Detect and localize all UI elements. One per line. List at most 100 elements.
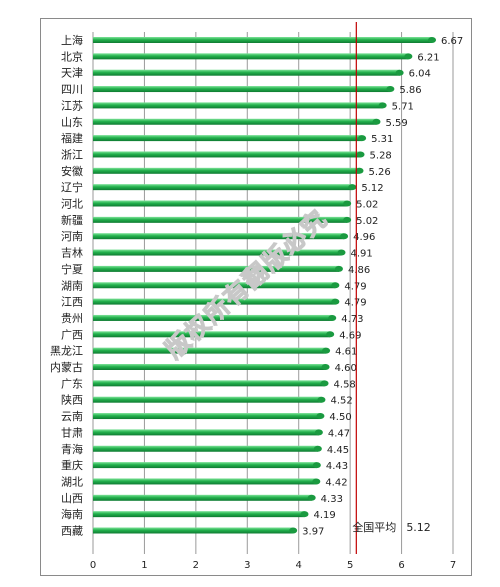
bar-end-27 [312, 462, 321, 469]
bar-end-6 [372, 118, 381, 125]
value-label-30: 4.19 [313, 510, 335, 521]
value-label-29: 4.33 [321, 494, 343, 505]
bar-end-9 [355, 167, 364, 174]
bar-7 [93, 135, 363, 142]
category-label-2: 北京 [61, 49, 83, 63]
average-line-label: 全国平均 [352, 520, 396, 534]
bar-22 [93, 380, 325, 387]
category-label-30: 海南 [61, 507, 83, 521]
bar-end-17 [331, 298, 340, 305]
category-label-9: 安徽 [61, 164, 83, 178]
value-label-27: 4.43 [326, 461, 348, 472]
bar-1 [93, 37, 433, 43]
category-label-24: 云南 [61, 410, 83, 423]
bar-13 [93, 233, 345, 240]
bar-end-18 [328, 314, 337, 321]
value-label-17: 4.79 [344, 298, 366, 309]
bar-end-28 [312, 478, 321, 485]
bar-17 [93, 298, 336, 305]
value-label-13: 4.96 [353, 232, 375, 243]
bar-27 [93, 462, 317, 469]
category-label-12: 新疆 [61, 213, 83, 227]
bar-5 [93, 102, 383, 109]
value-label-22: 4.58 [334, 379, 356, 390]
value-label-5: 5.71 [392, 101, 414, 112]
value-label-24: 4.50 [329, 412, 351, 423]
bar-end-29 [307, 494, 316, 501]
bar-23 [93, 396, 322, 403]
value-label-12: 5.02 [356, 216, 378, 227]
category-label-15: 宁夏 [61, 262, 83, 276]
bar-15 [93, 265, 339, 272]
category-label-5: 江苏 [61, 99, 83, 112]
value-label-19: 4.69 [339, 330, 361, 341]
bar-end-19 [326, 331, 335, 338]
value-label-16: 4.79 [344, 281, 366, 292]
bar-12 [93, 216, 348, 223]
bar-end-15 [334, 265, 343, 272]
category-label-7: 福建 [61, 131, 83, 145]
value-label-14: 4.91 [351, 249, 373, 260]
bar-21 [93, 364, 326, 370]
bar-2 [93, 53, 409, 60]
bar-3 [93, 69, 400, 76]
value-label-9: 5.26 [369, 167, 391, 178]
bar-end-10 [348, 184, 357, 191]
category-label-18: 贵州 [61, 312, 83, 325]
x-tick-label-1: 1 [141, 560, 147, 571]
bar-31 [93, 527, 294, 534]
value-label-6: 5.59 [385, 118, 407, 129]
value-label-15: 4.86 [348, 265, 370, 276]
category-label-29: 山西 [61, 492, 83, 505]
bar-end-8 [356, 151, 365, 158]
bar-end-7 [358, 135, 367, 142]
bar-end-26 [313, 445, 322, 452]
bar-end-11 [343, 200, 352, 207]
bar-11 [93, 200, 348, 207]
category-label-22: 广东 [61, 377, 83, 390]
value-label-28: 4.42 [325, 477, 347, 488]
bar-6 [93, 118, 377, 125]
category-label-11: 河北 [61, 198, 83, 211]
bar-9 [93, 167, 360, 174]
category-label-27: 重庆 [61, 458, 83, 472]
category-label-10: 辽宁 [61, 180, 83, 194]
category-label-13: 河南 [61, 230, 83, 243]
bar-end-22 [320, 380, 329, 387]
value-label-31: 3.97 [302, 527, 324, 538]
category-label-3: 天津 [61, 67, 83, 80]
bar-end-20 [322, 347, 331, 354]
value-label-26: 4.45 [327, 445, 349, 456]
x-tick-label-5: 5 [347, 560, 353, 571]
bar-end-12 [343, 216, 352, 223]
bar-29 [93, 494, 312, 501]
x-tick-label-0: 0 [90, 560, 96, 571]
value-label-3: 6.04 [409, 69, 431, 80]
average-line-value: 5.12 [406, 521, 431, 534]
bar-18 [93, 314, 333, 321]
value-label-25: 4.47 [328, 428, 350, 439]
value-label-1: 6.67 [441, 36, 463, 47]
x-tick-label-7: 7 [450, 560, 456, 571]
value-label-23: 4.52 [330, 396, 352, 407]
bar-end-3 [395, 69, 404, 76]
bar-25 [93, 429, 319, 436]
value-label-18: 4.73 [341, 314, 363, 325]
category-label-8: 浙江 [61, 148, 83, 161]
bar-8 [93, 151, 361, 158]
value-label-4: 5.86 [399, 85, 421, 96]
bar-26 [93, 445, 318, 452]
bar-4 [93, 86, 391, 93]
bar-end-16 [331, 282, 340, 289]
value-label-21: 4.60 [335, 363, 357, 374]
bar-end-14 [337, 249, 346, 256]
bar-end-25 [314, 429, 323, 436]
bar-end-5 [378, 102, 387, 109]
x-tick-label-2: 2 [193, 560, 199, 571]
category-label-17: 江西 [61, 296, 83, 309]
category-label-23: 陕西 [61, 393, 83, 407]
bar-end-30 [300, 511, 309, 518]
value-label-11: 5.02 [356, 200, 378, 211]
category-label-16: 湖南 [61, 279, 83, 292]
value-label-8: 5.28 [370, 150, 392, 161]
